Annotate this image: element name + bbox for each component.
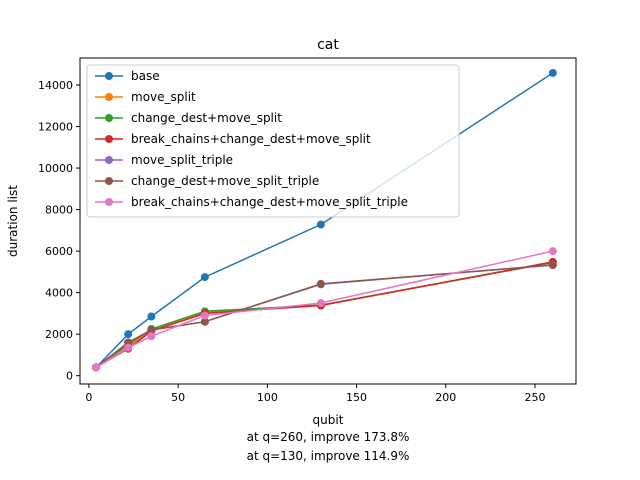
series-line [95,250,553,369]
data-point [316,220,325,229]
legend-label: move_split [131,90,196,104]
data-point [147,332,156,341]
y-tick-label: 8000 [45,204,73,217]
legend-label: change_dest+move_split_triple [131,174,319,188]
chart-title: cat [317,37,339,53]
legend: base move_split change_dest+move_splitbrea… [86,64,460,218]
data-point [124,330,133,339]
data-point [316,299,325,308]
data-point [147,312,156,321]
data-point [92,363,101,372]
data-point [147,326,156,335]
legend-marker [105,114,113,122]
legend-label: break_chains+change_dest+move_split_trip… [131,195,408,209]
y-tick-label: 12000 [38,121,73,134]
y-tick-label: 6000 [45,245,73,258]
y-tick-label: 10000 [38,162,73,175]
data-point [548,247,557,256]
x-axis-label: qubit [313,413,344,427]
data-point [124,343,133,352]
legend-marker [105,135,113,143]
annotation-line-1: at q=260, improve 173.8% [247,430,410,444]
plot-area: 0 50 100 150 200 250 0 2000 4000 6000 8000 10000 12… [38,57,577,404]
legend-box [86,64,460,218]
x-tick-label: 200 [435,391,456,404]
data-point [548,261,557,270]
data-point [548,68,557,77]
data-point [200,317,209,326]
series-layer [92,68,557,372]
x-tick-label: 150 [346,391,367,404]
x-tick-label: 0 [85,391,92,404]
legend-marker [105,72,113,80]
data-point [316,279,325,288]
legend-label: break_chains+change_dest+move_split [131,132,371,146]
x-axis: 0 50 100 150 200 250 [85,384,545,404]
legend-marker [105,93,113,101]
series-6 [92,247,557,372]
legend-label: base [131,69,160,83]
legend-marker [105,156,113,164]
legend-marker [105,177,113,185]
x-tick-label: 250 [524,391,545,404]
x-tick-label: 100 [257,391,278,404]
legend-label: change_dest+move_split [131,111,282,125]
data-point [200,273,209,282]
data-point [200,311,209,320]
x-tick-label: 50 [171,391,185,404]
y-tick-label: 14000 [38,79,73,92]
legend-marker [105,198,113,206]
y-tick-label: 2000 [45,328,73,341]
legend-label: move_split_triple [131,153,233,167]
y-axis-label: duration list [6,185,20,257]
axes-frame [79,57,577,385]
y-axis: 0 2000 4000 6000 8000 10000 12000 14000 [38,79,80,383]
annotation-line-2: at q=130, improve 114.9% [247,449,410,463]
y-tick-label: 0 [66,370,73,383]
y-tick-label: 4000 [45,287,73,300]
